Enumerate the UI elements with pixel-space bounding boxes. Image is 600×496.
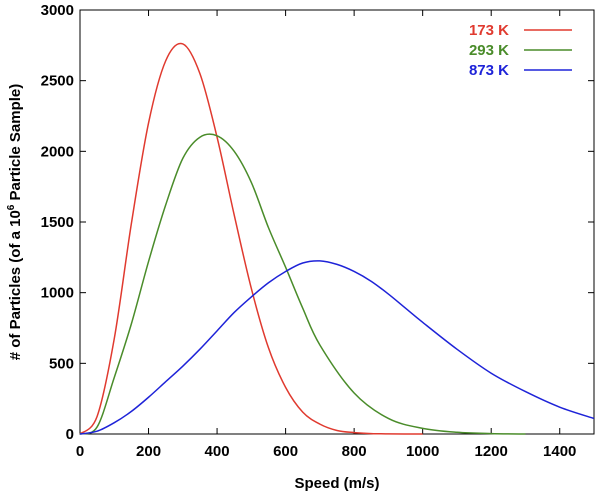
- y-axis-title-superscript: 6: [6, 204, 17, 210]
- y-tick-label: 2500: [41, 73, 74, 90]
- legend-label-293-k: 293 K: [469, 42, 509, 59]
- legend: 173 K 293 K 873 K: [469, 22, 572, 79]
- series-lines: [79, 42, 595, 435]
- series-line-873-k: [79, 260, 595, 435]
- x-tick-label: 600: [273, 443, 298, 460]
- y-tick-label: 1500: [41, 214, 74, 231]
- y-tick-label: 1000: [41, 285, 74, 302]
- x-tick-label: 0: [76, 443, 84, 460]
- legend-label-873-k: 873 K: [469, 62, 509, 79]
- y-axis-title-prefix: # of Particles (of a 10: [7, 210, 24, 360]
- x-tick-label: 400: [205, 443, 230, 460]
- tick-labels: 0 200 400 600 800 1000 1200 1400 0 500 1000 1500 200…: [41, 2, 577, 460]
- legend-label-173-k: 173 K: [469, 22, 509, 39]
- y-axis-title-suffix: Particle Sample): [7, 84, 24, 205]
- x-tick-label: 800: [342, 443, 367, 460]
- series-line-173-k: [79, 42, 423, 435]
- x-tick-label: 1000: [406, 443, 439, 460]
- y-tick-label: 2000: [41, 143, 74, 160]
- x-tick-label: 200: [136, 443, 161, 460]
- y-tick-label: 500: [49, 355, 74, 372]
- y-tick-label: 3000: [41, 2, 74, 19]
- y-axis-title: # of Particles (of a 106 Particle Sample…: [6, 84, 24, 361]
- x-tick-label: 1200: [475, 443, 508, 460]
- y-tick-label: 0: [66, 426, 74, 443]
- x-axis-title: Speed (m/s): [294, 475, 379, 492]
- series-line-293-k: [79, 133, 526, 435]
- x-tick-label: 1400: [543, 443, 576, 460]
